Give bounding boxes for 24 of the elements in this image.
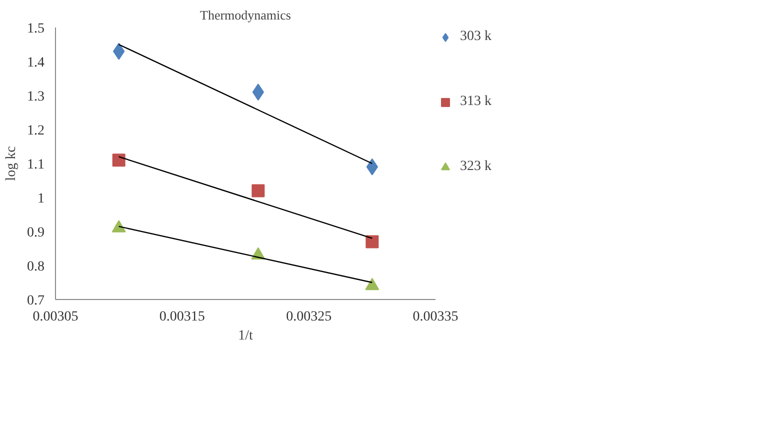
y-tick-label: 1.1: [27, 158, 44, 172]
x-tick-label: 0.00325: [286, 310, 332, 324]
x-axis-title: 1/t: [238, 328, 253, 344]
legend-label: 303 k: [460, 29, 492, 45]
y-tick-label: 1: [38, 192, 44, 206]
x-tick-label: 0.00305: [32, 310, 78, 324]
chart-title: Thermodynamics: [200, 8, 291, 22]
y-tick-label: 1.3: [27, 90, 44, 104]
point: [366, 235, 379, 248]
y-tick-label: 1.2: [27, 124, 44, 138]
legend-label: 313 k: [460, 94, 492, 110]
x-tick-label: 0.00315: [159, 310, 205, 324]
y-axis-title: log kc: [4, 146, 19, 181]
point: [112, 220, 126, 232]
y-tick-label: 1.4: [27, 56, 44, 70]
legend-label: 323 k: [460, 159, 492, 175]
point: [252, 184, 265, 198]
y-tick-label: 1.5: [27, 22, 44, 36]
x-tick-label: 0.00335: [412, 310, 458, 324]
point: [365, 278, 380, 290]
y-tick-label: 0.9: [27, 226, 44, 240]
point: [112, 154, 126, 167]
y-tick-label: 0.8: [27, 260, 44, 274]
y-tick-label: 0.7: [27, 294, 44, 308]
